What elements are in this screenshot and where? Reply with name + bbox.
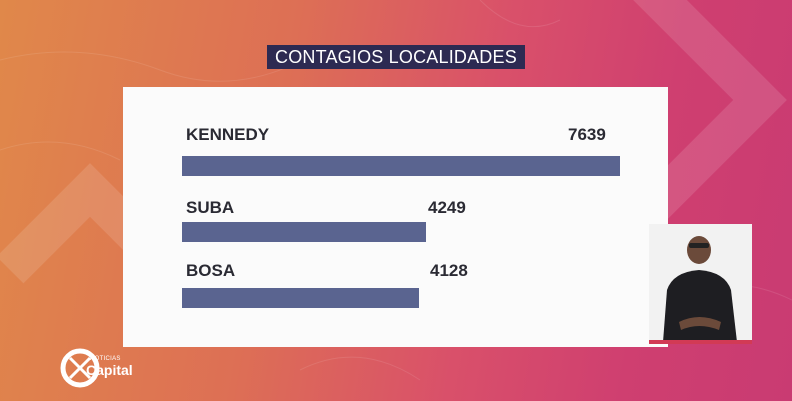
value-label-bosa: 4128 [430, 261, 468, 280]
value-label-kennedy: 7639 [568, 125, 606, 144]
bar-bosa [182, 288, 419, 308]
value-label-suba: 4249 [428, 198, 466, 217]
interpreter-figure-icon [663, 236, 737, 342]
logo-noticias: NOTICIAS [90, 356, 121, 362]
category-label-kennedy: KENNEDY [186, 125, 270, 144]
category-label-suba: SUBA [186, 198, 235, 217]
interpreter-accent-bar [649, 340, 752, 344]
logo-capital: Capital [86, 362, 133, 378]
category-label-bosa: BOSA [186, 261, 236, 280]
sign-language-interpreter [649, 224, 752, 342]
bar-suba [182, 222, 426, 242]
chart-title: CONTAGIOS LOCALIDADES [267, 45, 525, 69]
capital-logo-icon [60, 348, 100, 388]
bar-kennedy [182, 156, 620, 176]
chart-panel: KENNEDY 7639 SUBA 4249 BOSA 4128 [123, 87, 668, 347]
